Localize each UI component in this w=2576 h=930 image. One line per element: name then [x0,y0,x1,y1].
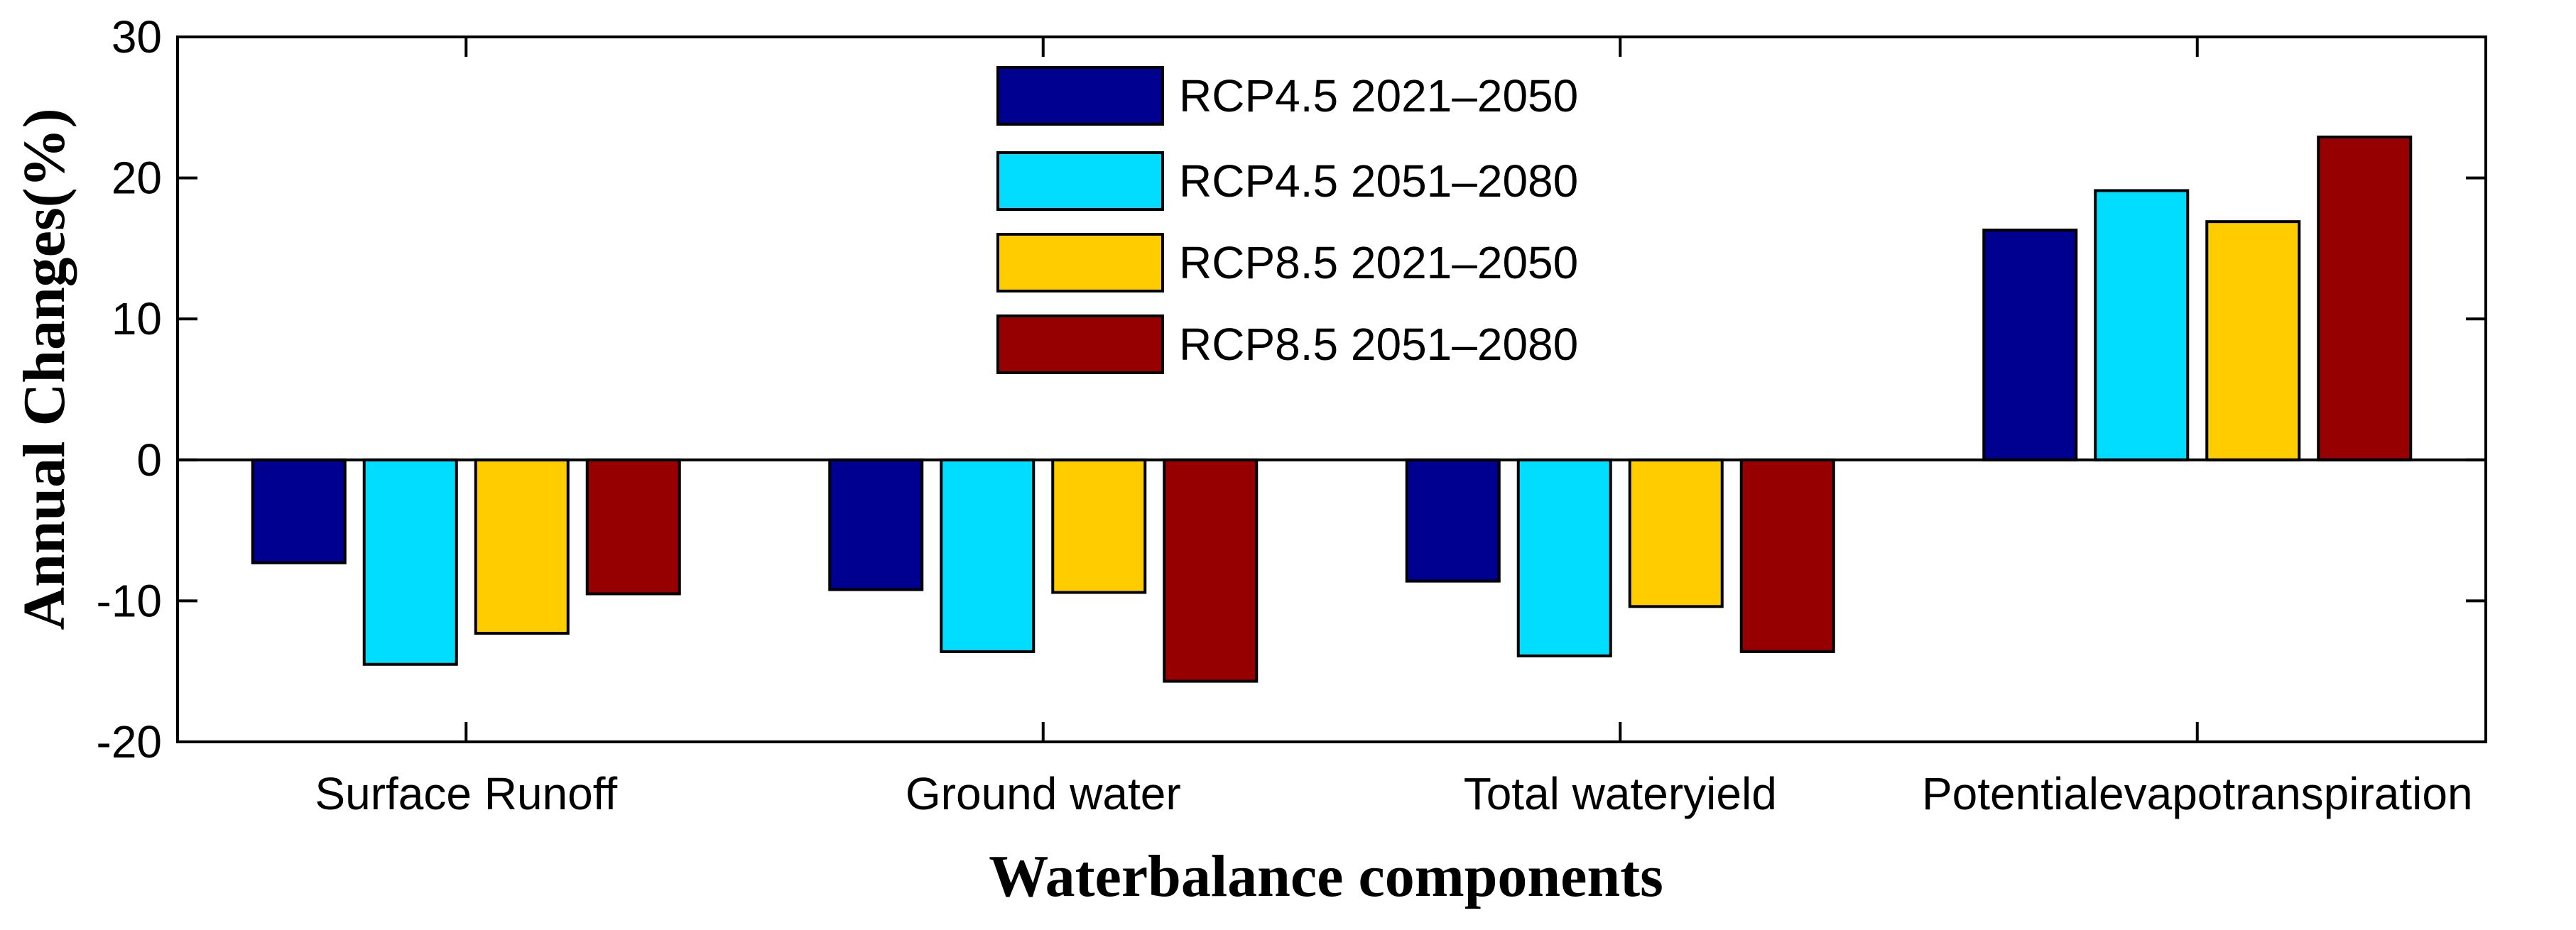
x-tick-label: Total wateryield [1464,768,1777,819]
bar-1-3 [1405,458,1501,583]
y-tick-label: 20 [112,153,162,204]
y-tick-label: 0 [136,434,162,486]
x-axis-label: Waterbalance components [989,843,1663,909]
bar-4-4 [2317,136,2413,461]
legend-label-3: RCP8.5 2021–2050 [1179,237,1578,288]
y-tick-label: 30 [112,11,162,62]
bar-1-2 [828,458,924,591]
x-tick-label: Ground water [906,768,1181,819]
bar-1-1 [251,458,347,564]
bar-3-1 [474,458,570,635]
legend-swatch-1 [996,66,1164,126]
bar-2-2 [940,458,1036,653]
legend-swatch-2 [996,151,1164,211]
bar-2-1 [362,458,458,666]
x-tick-label: Potentialevapotranspiration [1922,768,2473,819]
legend: RCP4.5 2021–2050 RCP4.5 2051–2080 RCP8.5 2… [996,66,1578,374]
bars-group [251,136,2413,683]
legend-swatch-3 [996,233,1164,292]
legend-label-1: RCP4.5 2021–2050 [1179,70,1578,121]
y-tick-label: 10 [112,293,162,344]
bar-3-4 [2205,220,2301,461]
axis-ticks [178,35,2486,743]
y-tick-labels: -20 -10 0 10 20 30 [97,11,163,767]
bar-3-3 [1628,458,1724,608]
x-tick-label: Surface Runoff [315,768,617,819]
legend-label-4: RCP8.5 2051–2080 [1179,319,1578,370]
y-tick-label: -10 [97,575,163,626]
bar-4-1 [585,458,681,596]
plot-frame [176,35,2487,743]
x-tick-labels: Surface Runoff Ground water Total wateryie… [315,768,2472,819]
bar-4-2 [1163,458,1259,683]
y-tick-label: -20 [97,716,163,767]
bar-2-4 [2094,189,2190,461]
bar-3-2 [1051,458,1147,594]
legend-swatch-4 [996,314,1164,374]
y-axis-label: Annual Changes(%) [11,108,77,630]
bar-4-3 [1739,458,1835,653]
bar-1-4 [1982,229,2078,461]
legend-label-2: RCP4.5 2051–2080 [1179,155,1578,207]
bar-2-3 [1516,458,1612,657]
